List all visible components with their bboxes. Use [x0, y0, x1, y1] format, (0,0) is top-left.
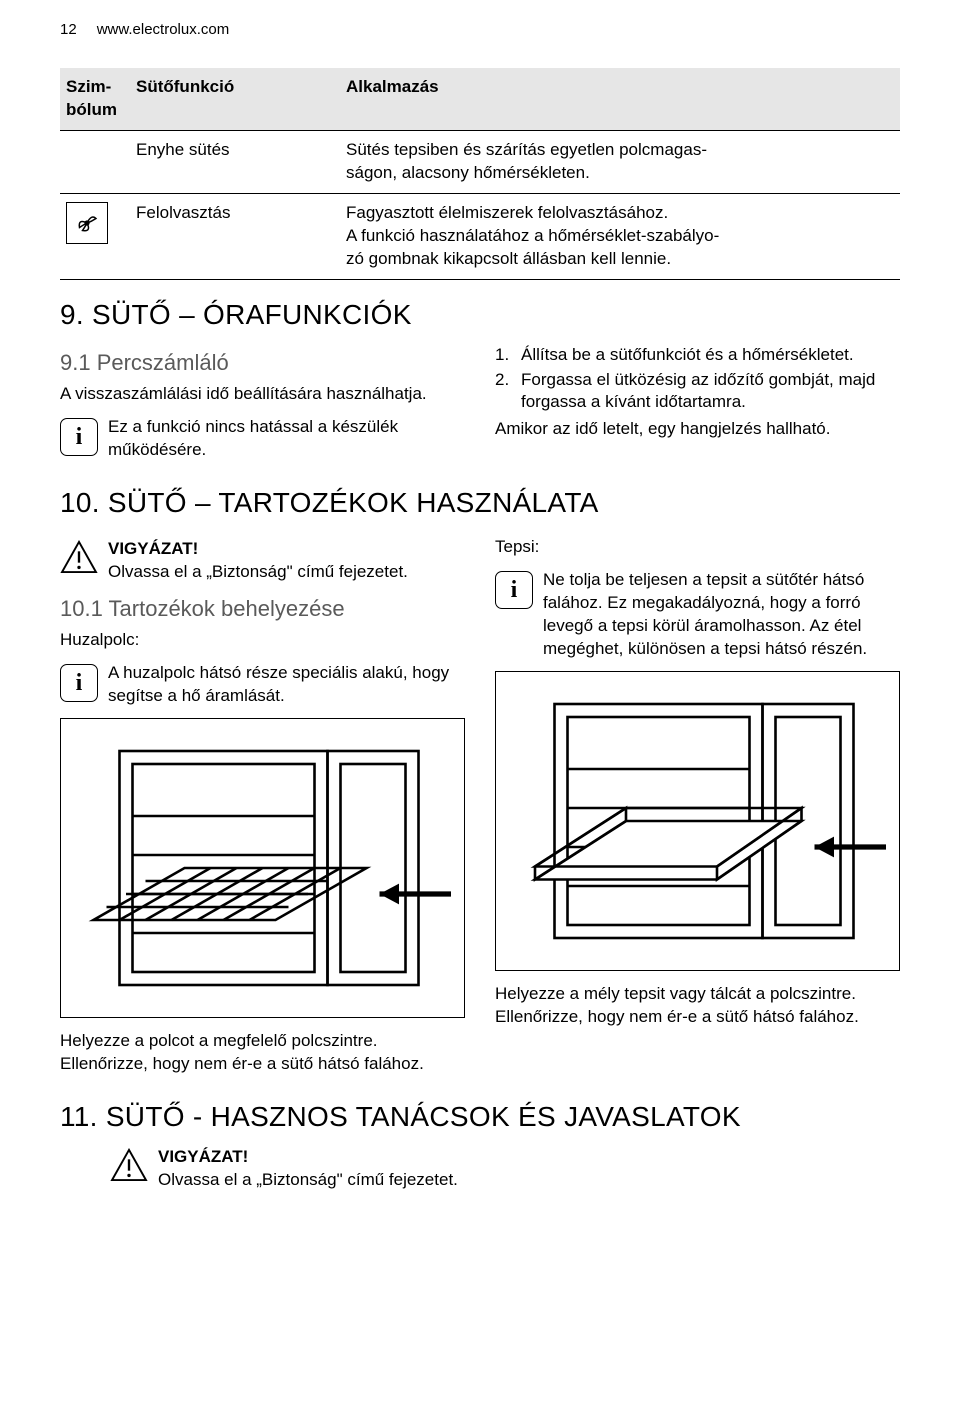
section-9-intro: A visszaszámlálási idő beállítására hasz…	[60, 383, 465, 406]
step-num: 1.	[495, 344, 521, 367]
section-9-after: Amikor az idő letelt, egy hangjelzés hal…	[495, 418, 900, 441]
cell-app: Fagyasztott élelmiszerek felolvasztásáho…	[340, 194, 900, 280]
table-header-row: Szim- bólum Sütőfunkció Alkalmazás	[60, 68, 900, 130]
table-row: Felolvasztás Fagyasztott élelmiszerek fe…	[60, 194, 900, 280]
page-header: 12 www.electrolux.com	[60, 20, 900, 40]
warning-text: Olvassa el a „Biztonság" című fejezetet.	[108, 562, 408, 581]
step-item: 1. Állítsa be a sütőfunkciót és a hőmérs…	[495, 344, 900, 367]
info-icon: i	[495, 571, 533, 609]
warning-title: VIGYÁZAT!	[158, 1147, 248, 1166]
step-text: Forgassa el ütközésig az időzítő gombját…	[521, 369, 900, 415]
step-num: 2.	[495, 369, 521, 415]
warning-title: VIGYÁZAT!	[108, 539, 198, 558]
step-item: 2. Forgassa el ütközésig az időzítő gomb…	[495, 369, 900, 415]
right-label: Tepsi:	[495, 536, 900, 559]
function-table: Szim- bólum Sütőfunkció Alkalmazás Enyhe…	[60, 68, 900, 280]
warning-icon	[60, 540, 98, 574]
cell-app: Sütés tepsiben és szárítás egyetlen polc…	[340, 131, 900, 194]
page-url: www.electrolux.com	[97, 20, 230, 40]
table-row: Enyhe sütés Sütés tepsiben és szárítás e…	[60, 131, 900, 194]
left-label: Huzalpolc:	[60, 629, 465, 652]
info-icon: i	[60, 664, 98, 702]
step-text: Állítsa be a sütőfunkciót és a hőmérsékl…	[521, 344, 854, 367]
left-caption: Helyezze a polcot a megfelelő polcszintr…	[60, 1030, 465, 1076]
th-func: Sütőfunkció	[130, 68, 340, 130]
th-symbol: Szim- bólum	[60, 68, 130, 130]
section-10-1-title: 10.1 Tartozékok behelyezése	[60, 594, 465, 624]
right-caption: Helyezze a mély tepsit vagy tálcát a pol…	[495, 983, 900, 1029]
warning-text: Olvassa el a „Biztonság" című fejezetet.	[158, 1170, 458, 1189]
section-9-1-title: 9.1 Percszámláló	[60, 348, 465, 378]
th-app: Alkalmazás	[340, 68, 900, 130]
info-box: i Ne tolja be teljesen a tepsit a sütőté…	[495, 569, 900, 661]
warning-icon	[110, 1148, 148, 1182]
info-icon: i	[60, 418, 98, 456]
cell-func: Felolvasztás	[130, 194, 340, 280]
illustration-wire-shelf	[60, 718, 465, 1018]
cell-symbol	[60, 131, 130, 194]
info-text: A huzalpolc hátsó része speciális alakú,…	[108, 662, 465, 708]
steps-list: 1. Állítsa be a sütőfunkciót és a hőmérs…	[495, 344, 900, 415]
warning-box: VIGYÁZAT! Olvassa el a „Biztonság" című …	[60, 538, 465, 584]
section-9-title: 9. SÜTŐ – ÓRAFUNKCIÓK	[60, 296, 900, 334]
info-box: i A huzalpolc hátsó része speciális alak…	[60, 662, 465, 708]
cell-symbol	[60, 194, 130, 280]
illustration-tray	[495, 671, 900, 971]
cell-func: Enyhe sütés	[130, 131, 340, 194]
info-box: i Ez a funkció nincs hatással a készülék…	[60, 416, 465, 462]
warning-box: VIGYÁZAT! Olvassa el a „Biztonság" című …	[110, 1146, 510, 1192]
section-10-title: 10. SÜTŐ – TARTOZÉKOK HASZNÁLATA	[60, 484, 900, 522]
info-text: Ne tolja be teljesen a tepsit a sütőtér …	[543, 569, 900, 661]
info-text: Ez a funkció nincs hatással a készülék m…	[108, 416, 465, 462]
page-number: 12	[60, 20, 77, 40]
fan-icon	[66, 202, 108, 244]
section-11-title: 11. SÜTŐ - HASZNOS TANÁCSOK ÉS JAVASLATO…	[60, 1098, 900, 1136]
